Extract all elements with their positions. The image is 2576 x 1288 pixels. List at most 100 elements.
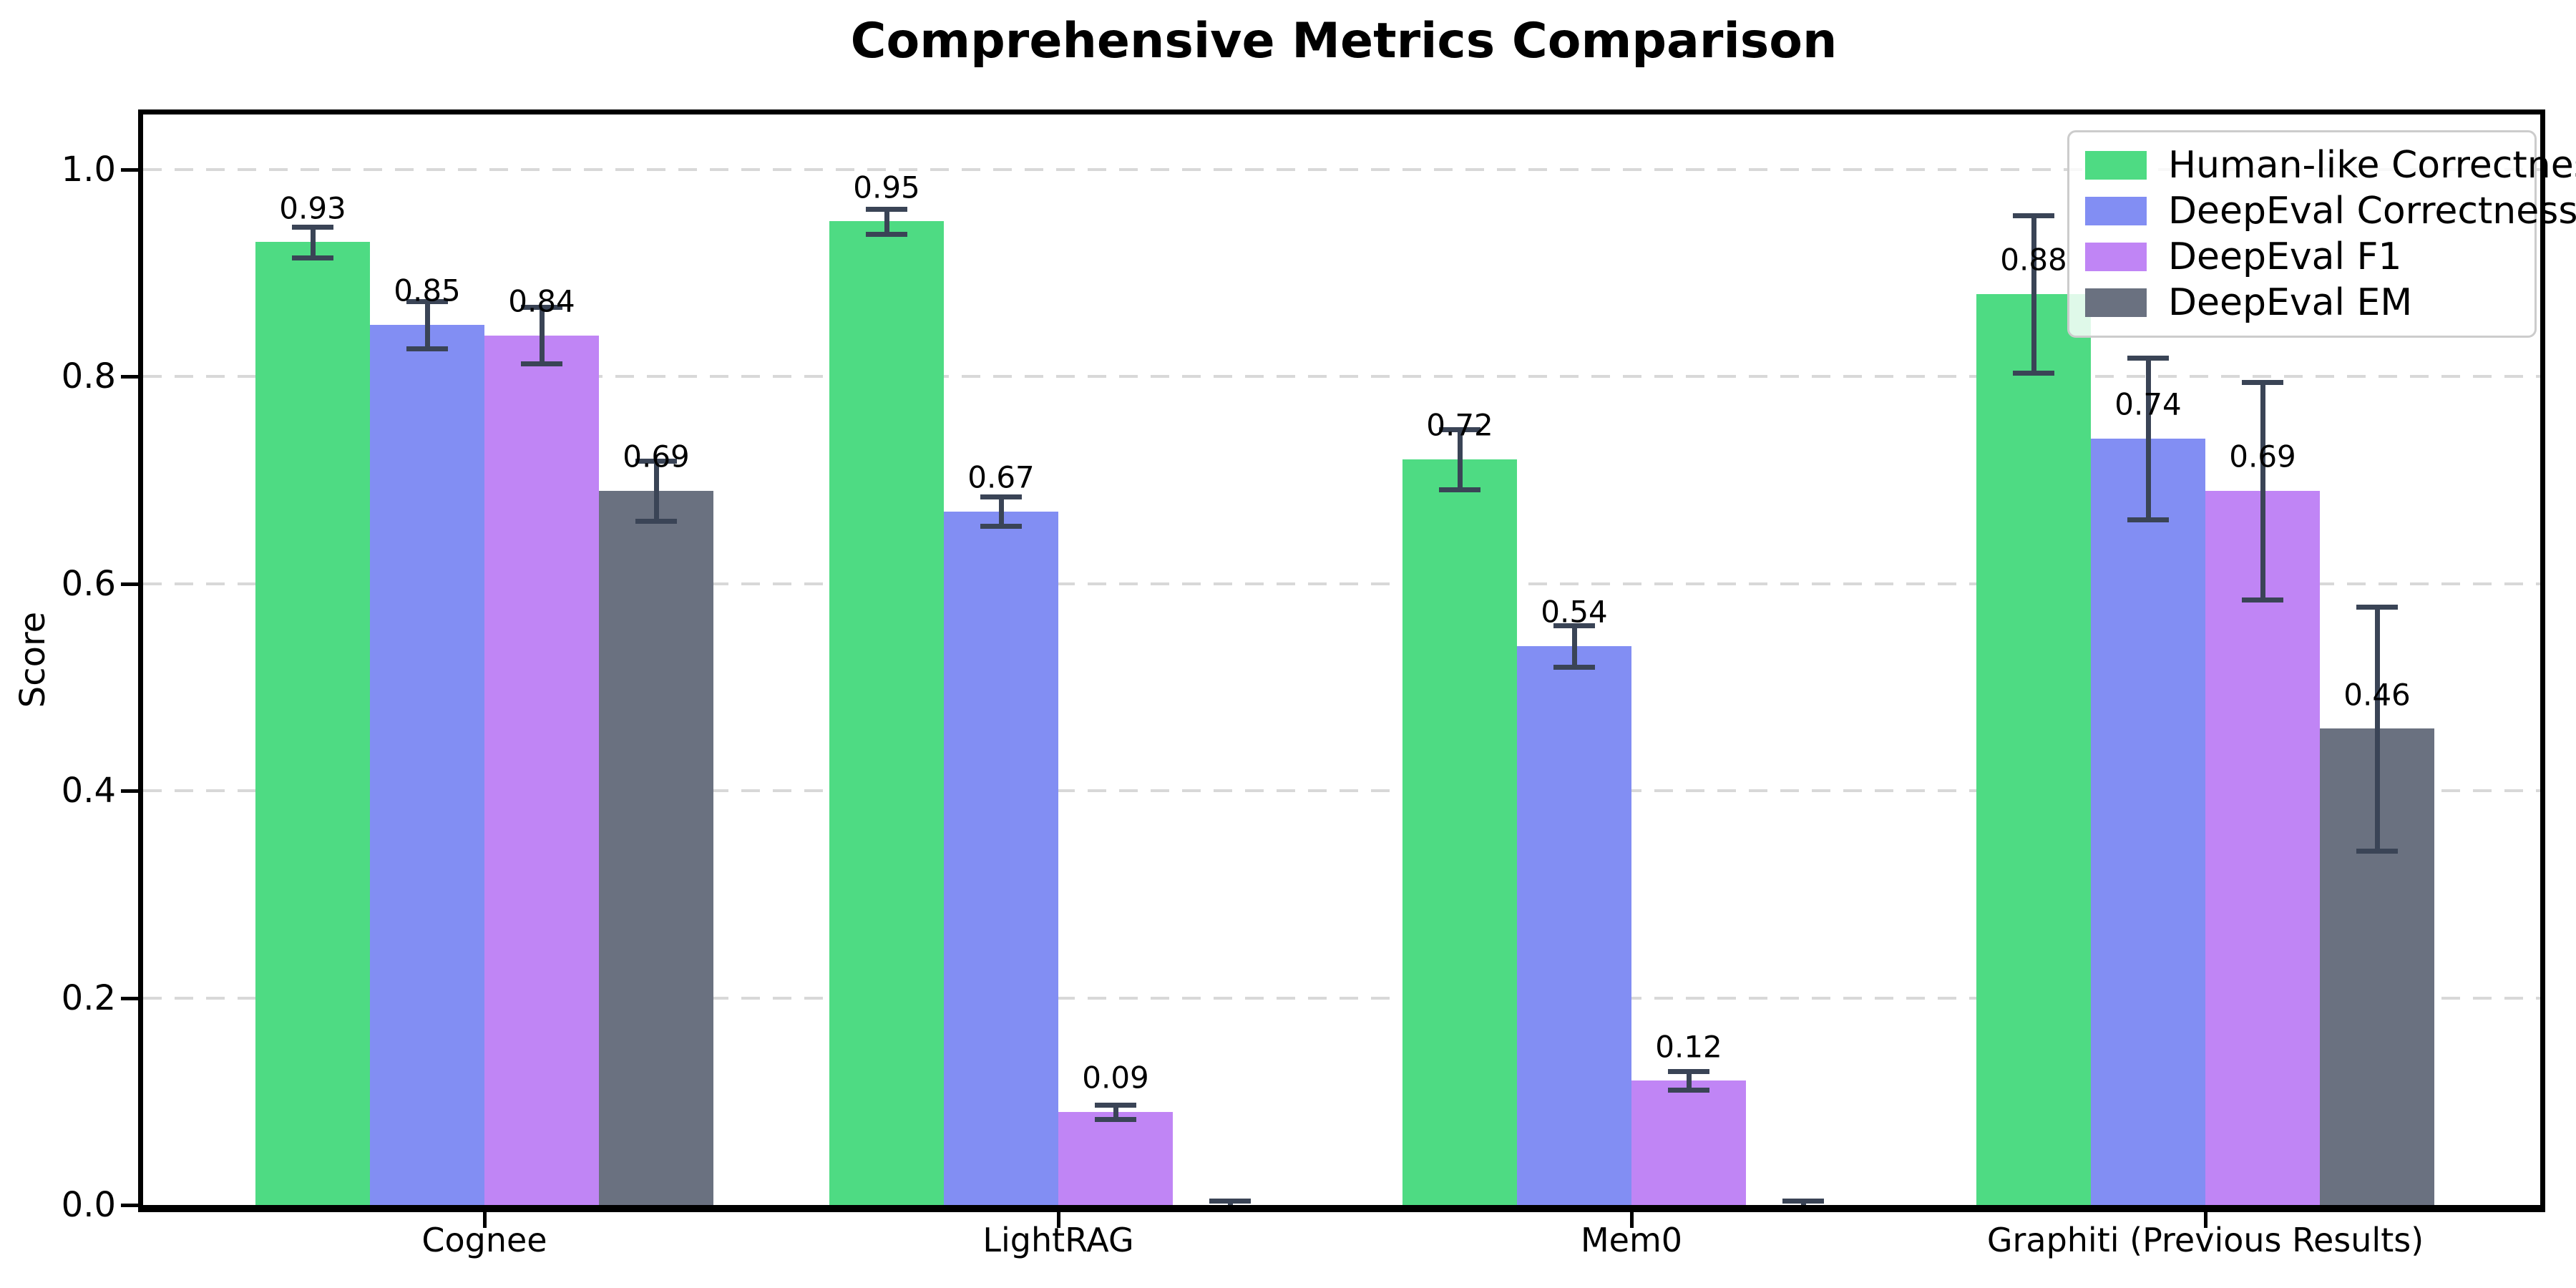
error-cap-top (635, 458, 677, 464)
bar-deepeval-f1-cognee (484, 335, 599, 1205)
bar-deepeval-f1-mem0 (1631, 1080, 1746, 1205)
x-tick-label-cognee: Cognee (421, 1221, 547, 1259)
bar-value-label: 0.69 (2229, 439, 2296, 474)
error-cap-bottom (980, 523, 1022, 529)
y-tick-mark (121, 1204, 138, 1207)
bar-value-label: 0.72 (1426, 407, 1493, 443)
error-cap-top (2356, 604, 2398, 610)
y-axis-label: Score (13, 611, 53, 708)
bar-deepeval-f1-graphiti-previous-results (2205, 490, 2320, 1205)
bar-human-like-correctness-graphiti-previous-results (1976, 293, 2091, 1205)
gridline-0.4 (143, 789, 2540, 793)
y-tick-label: 0.2 (61, 977, 116, 1018)
error-bar (539, 307, 545, 364)
x-tick-mark (483, 1212, 487, 1228)
error-bar (1457, 429, 1463, 490)
error-cap-bottom (292, 255, 333, 260)
y-tick-mark (121, 789, 138, 794)
legend-item-human-like-correctness: Human-like Correctness (2085, 144, 2576, 187)
chart-title: Comprehensive Metrics Comparison (850, 13, 1838, 69)
bar-value-label: 0.74 (2114, 386, 2182, 422)
error-cap-top (980, 494, 1022, 500)
gridline-0.8 (143, 375, 2540, 379)
legend-swatch-deepeval-em (2085, 288, 2147, 317)
bar-value-label: 0.46 (2343, 677, 2411, 713)
error-cap-top (2242, 379, 2283, 385)
error-bar (998, 497, 1004, 526)
legend-label: DeepEval EM (2168, 281, 2413, 324)
bar-value-label: 0.93 (279, 190, 346, 226)
legend-swatch-deepeval-correctness (2085, 197, 2147, 225)
bar-value-label: 0.95 (853, 170, 920, 205)
error-cap-bottom (521, 361, 562, 366)
legend-item-deepeval-correctness: DeepEval Correctness (2085, 190, 2576, 233)
error-bar (2260, 381, 2265, 600)
error-cap-bottom (2242, 597, 2283, 602)
error-bar (2145, 358, 2151, 520)
error-cap-top (406, 298, 448, 304)
error-bar (1686, 1071, 1692, 1091)
error-cap-top (1782, 1199, 1824, 1204)
error-cap-bottom (2013, 370, 2054, 376)
error-bar (2374, 606, 2380, 852)
bar-value-label: 0.12 (1655, 1029, 1722, 1065)
error-cap-bottom (1095, 1116, 1136, 1122)
error-cap-top (521, 305, 562, 311)
bar-value-label: 0.69 (623, 439, 690, 474)
y-tick-mark (121, 996, 138, 1000)
gridline-0.2 (143, 996, 2540, 1000)
error-cap-top (2013, 213, 2054, 218)
legend: Human-like Correctness DeepEval Correctne… (2067, 130, 2576, 338)
y-tick-label: 0.4 (61, 771, 116, 811)
legend-swatch-deepeval-f1 (2085, 243, 2147, 271)
error-cap-bottom (1782, 1207, 1824, 1212)
x-tick-mark (1630, 1212, 1634, 1228)
error-cap-bottom (635, 518, 677, 524)
x-tick-mark (2204, 1212, 2207, 1228)
bar-value-label: 0.67 (967, 459, 1035, 495)
y-tick-mark (121, 582, 138, 586)
error-bar (2031, 215, 2036, 373)
error-cap-bottom (1209, 1207, 1251, 1212)
x-tick-label-mem0: Mem0 (1580, 1221, 1683, 1259)
error-cap-bottom (2356, 849, 2398, 854)
y-tick-mark (121, 168, 138, 172)
error-cap-top (292, 224, 333, 230)
bar-deepeval-f1-lightrag (1058, 1111, 1173, 1205)
error-cap-top (1668, 1069, 1709, 1075)
bar-value-label: 0.09 (1082, 1060, 1149, 1096)
bar-value-label: 0.54 (1541, 594, 1608, 630)
error-cap-bottom (1668, 1088, 1709, 1093)
x-tick-label-graphiti-previous-results: Graphiti (Previous Results) (1986, 1221, 2424, 1259)
bar-deepeval-correctness-cognee (370, 325, 484, 1205)
error-cap-bottom (1439, 487, 1480, 493)
error-cap-top (866, 206, 907, 212)
error-cap-bottom (2127, 517, 2169, 523)
bar-deepeval-correctness-lightrag (944, 511, 1058, 1205)
bar-value-label: 0.84 (508, 283, 575, 319)
bar-human-like-correctness-lightrag (829, 221, 944, 1205)
x-tick-label-lightrag: LightRAG (982, 1221, 1134, 1259)
error-cap-top (2127, 356, 2169, 361)
y-tick-label: 1.0 (61, 150, 116, 190)
bar-deepeval-em-cognee (599, 490, 713, 1205)
y-tick-label: 0.0 (61, 1185, 116, 1225)
y-tick-label: 0.6 (61, 563, 116, 604)
error-cap-top (1095, 1102, 1136, 1108)
gridline-0.6 (143, 582, 2540, 585)
bar-value-label: 0.88 (2000, 242, 2067, 278)
legend-swatch-human-like-correctness (2085, 151, 2147, 180)
error-bar (653, 460, 659, 521)
error-bar (1571, 625, 1577, 667)
bar-value-label: 0.85 (394, 273, 461, 308)
error-bar (884, 208, 889, 234)
legend-label: Human-like Correctness (2168, 144, 2576, 187)
bar-deepeval-correctness-graphiti-previous-results (2091, 439, 2205, 1205)
error-cap-bottom (1553, 664, 1595, 670)
y-tick-label: 0.8 (61, 356, 116, 397)
y-tick-mark (121, 375, 138, 379)
error-bar (424, 301, 430, 349)
x-tick-mark (1057, 1212, 1060, 1228)
error-cap-bottom (406, 346, 448, 352)
